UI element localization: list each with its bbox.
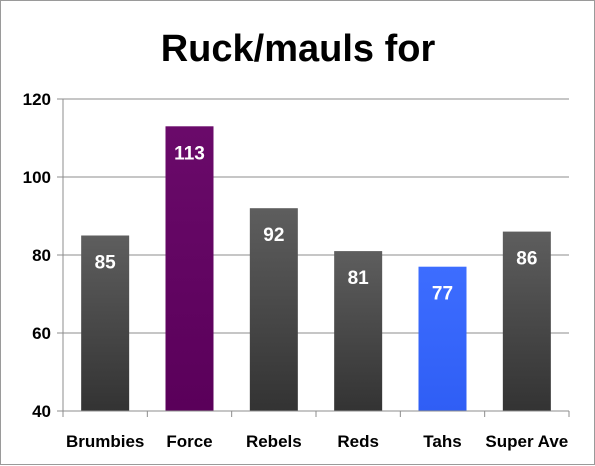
data-label: 86 — [516, 249, 537, 270]
data-label: 85 — [95, 253, 117, 274]
x-tick-label: Tahs — [423, 432, 461, 451]
y-tick-label: 100 — [23, 168, 51, 187]
bar-tahs — [418, 266, 467, 411]
bar-brumbies — [81, 235, 130, 411]
x-tick-label: Super Ave — [485, 432, 568, 451]
y-tick-label: 60 — [32, 324, 51, 343]
x-tick-label: Force — [166, 432, 212, 451]
chart-title: Ruck/mauls for — [161, 28, 436, 70]
x-tick-label: Brumbies — [66, 432, 144, 451]
x-tick-label: Reds — [337, 432, 379, 451]
y-tick-label: 120 — [23, 90, 51, 109]
data-label: 77 — [432, 284, 453, 305]
bar-super-ave — [502, 231, 551, 411]
data-label: 81 — [348, 268, 370, 289]
bar-reds — [334, 251, 383, 411]
x-tick-label: Rebels — [246, 432, 302, 451]
data-label: 92 — [263, 225, 284, 246]
y-tick-label: 40 — [32, 402, 51, 421]
bar-force — [165, 126, 214, 412]
bar-rebels — [249, 208, 298, 411]
data-label: 113 — [174, 143, 205, 164]
y-tick-label: 80 — [32, 246, 51, 265]
